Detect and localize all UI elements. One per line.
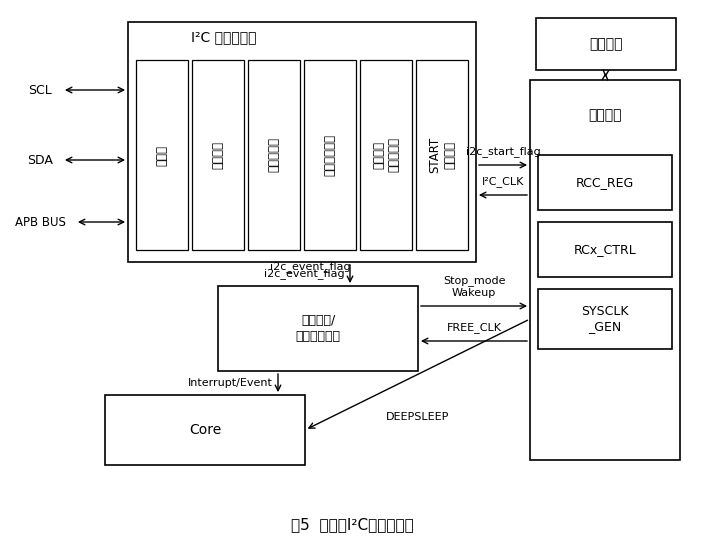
- Bar: [128, 22, 476, 262]
- Text: SYSCLK
_GEN: SYSCLK _GEN: [582, 305, 629, 333]
- Text: APB BUS: APB BUS: [15, 215, 65, 228]
- Bar: [360, 60, 412, 250]
- Text: i2c_event_flag: i2c_event_flag: [265, 268, 345, 280]
- Bar: [416, 60, 468, 250]
- Text: Core: Core: [189, 423, 221, 437]
- Text: I²C_CLK: I²C_CLK: [482, 176, 524, 187]
- Text: Interrupt/Event: Interrupt/Event: [188, 378, 273, 388]
- Text: I²C 总线控制器: I²C 总线控制器: [191, 30, 256, 44]
- Bar: [538, 222, 672, 277]
- Text: START
检测电路: START 检测电路: [428, 137, 456, 173]
- Bar: [304, 60, 356, 250]
- Text: 状态机控制: 状态机控制: [268, 138, 280, 172]
- Text: i2c_start_flag: i2c_start_flag: [465, 146, 541, 157]
- Text: 时钟控制: 时钟控制: [211, 141, 225, 169]
- Text: SCL: SCL: [28, 84, 52, 97]
- Text: i2c_event_flag: i2c_event_flag: [270, 261, 351, 272]
- Text: Stop_mode
Wakeup: Stop_mode Wakeup: [443, 275, 505, 298]
- Bar: [538, 155, 672, 210]
- Bar: [530, 80, 680, 460]
- Text: 寄存器: 寄存器: [156, 145, 168, 165]
- Text: RCx_CTRL: RCx_CTRL: [574, 243, 636, 256]
- Text: 图5  低功耗I²C设计架构图: 图5 低功耗I²C设计架构图: [291, 517, 413, 532]
- Text: 地址匹配电路: 地址匹配电路: [324, 134, 337, 176]
- Bar: [248, 60, 300, 250]
- Text: 数据控制
移位寄存器: 数据控制 移位寄存器: [372, 138, 400, 172]
- Bar: [538, 289, 672, 349]
- Text: DEEPSLEEP: DEEPSLEEP: [386, 412, 449, 422]
- Text: FREE_CLK: FREE_CLK: [446, 322, 501, 333]
- Bar: [136, 60, 188, 250]
- Bar: [218, 286, 418, 371]
- Bar: [536, 18, 676, 70]
- Bar: [192, 60, 244, 250]
- Text: RCC_REG: RCC_REG: [576, 176, 634, 189]
- Bar: [105, 395, 305, 465]
- Text: 时钟控制: 时钟控制: [589, 108, 622, 122]
- Text: SDA: SDA: [27, 153, 53, 166]
- Text: 唤醒事件/
中断产生电路: 唤醒事件/ 中断产生电路: [296, 314, 341, 342]
- Text: 电源控制: 电源控制: [589, 37, 623, 51]
